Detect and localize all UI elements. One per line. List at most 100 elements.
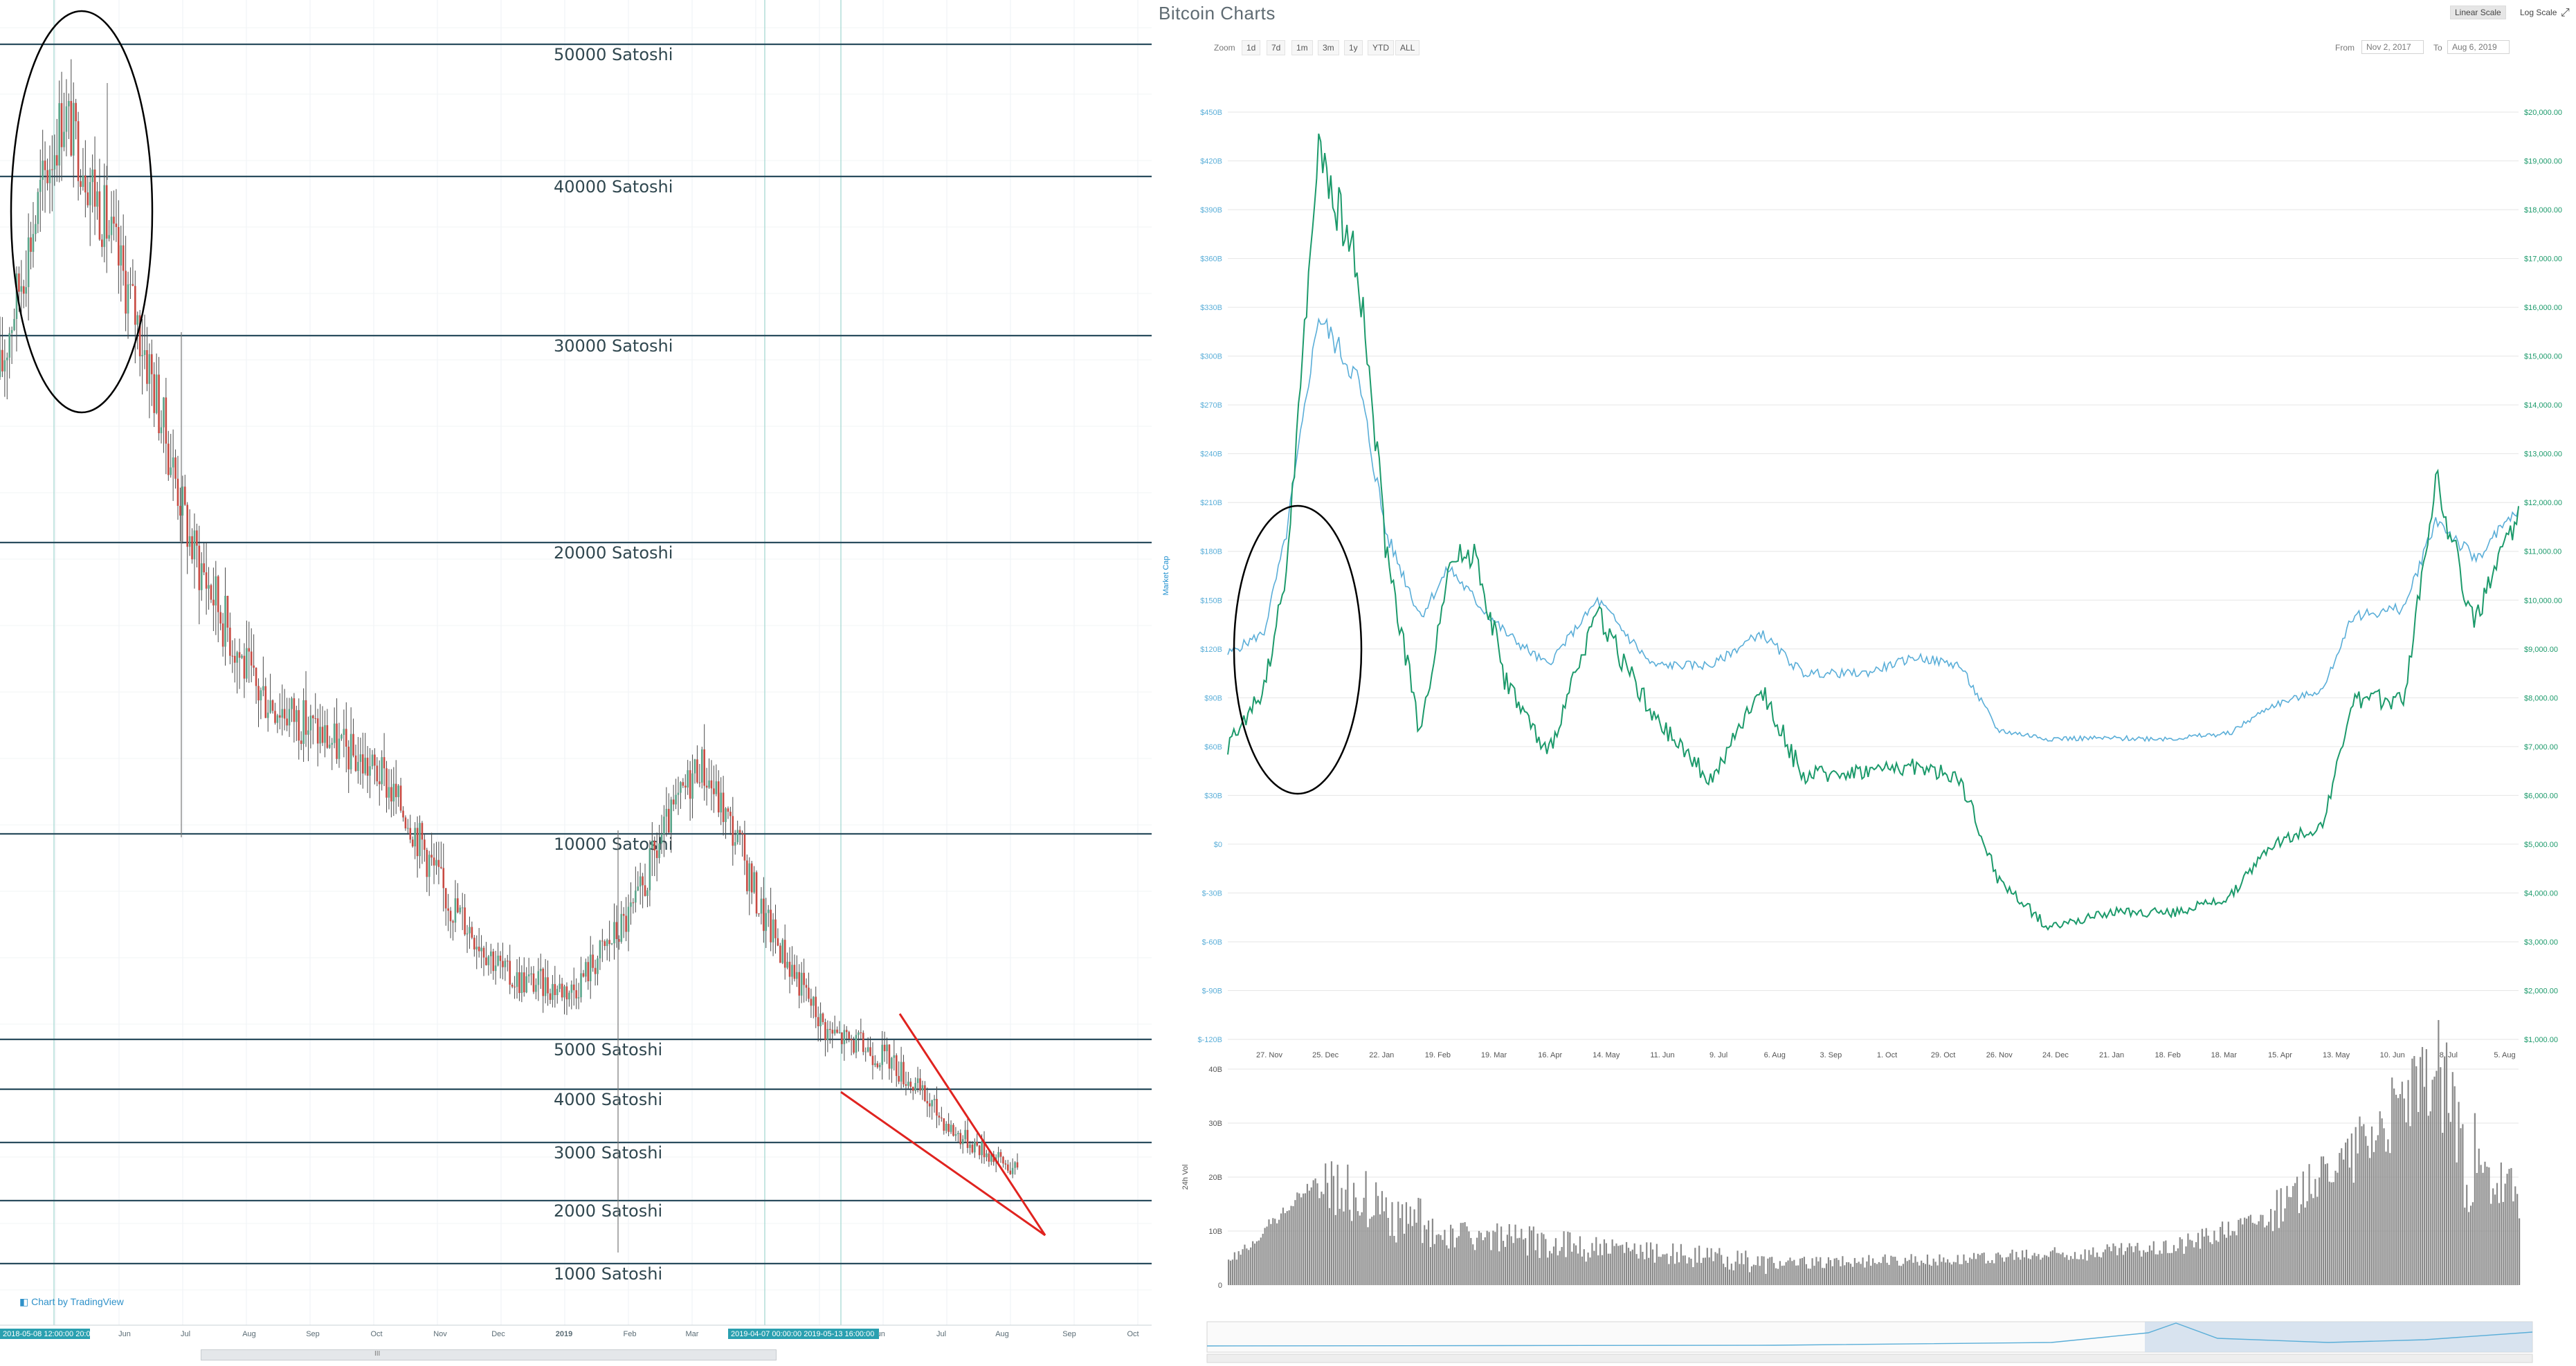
volume-bar: [2343, 1159, 2345, 1285]
tradingview-credit[interactable]: ◧ Chart by TradingView: [19, 1296, 124, 1308]
volume-bar: [1523, 1239, 1525, 1285]
volume-bar: [2395, 1095, 2397, 1285]
x-tick-label: 19. Feb: [1425, 1051, 1451, 1059]
candle-body: [286, 718, 288, 726]
volume-bar: [1466, 1226, 1468, 1285]
expand-icon[interactable]: ⤢: [2561, 7, 2570, 19]
volume-bar: [2341, 1148, 2343, 1285]
candle-body: [203, 563, 205, 573]
candle-body: [703, 749, 705, 786]
candle-body: [518, 972, 520, 994]
candle-body: [143, 349, 146, 355]
volume-bar: [1660, 1257, 1662, 1285]
volume-bar: [2056, 1253, 2058, 1285]
volume-bar: [2405, 1122, 2407, 1285]
volume-bar: [1975, 1259, 1977, 1285]
candle-body: [931, 1100, 933, 1107]
candle-body: [841, 1032, 843, 1044]
zoom-ytd[interactable]: YTD: [1368, 40, 1394, 55]
volume-bar: [1747, 1257, 1749, 1285]
volume-bar: [1266, 1226, 1268, 1285]
volume-bar: [1638, 1258, 1640, 1285]
candle-body: [687, 769, 689, 788]
volume-bar: [1708, 1257, 1710, 1285]
volume-bar: [1506, 1235, 1508, 1285]
candle-body: [447, 908, 449, 911]
volume-bar: [1930, 1266, 1932, 1285]
candle-body: [976, 1142, 979, 1146]
volume-bar: [1286, 1211, 1288, 1285]
satoshi-chart[interactable]: 50000 Satoshi 40000 Satoshi 30000 Satoshi 2…: [0, 0, 1152, 1366]
candle-body: [101, 239, 103, 247]
volume-bar: [1500, 1226, 1503, 1285]
volume-bar: [1375, 1182, 1377, 1285]
candle-body: [630, 902, 632, 907]
time-scrollbar[interactable]: III: [201, 1349, 777, 1360]
candle-body: [378, 781, 381, 785]
coinmarketcap-panel: Bitcoin Charts Linear Scale Log Scale ⤢ …: [1152, 0, 2576, 1366]
candle-body: [952, 1124, 954, 1136]
candle-body: [110, 217, 113, 235]
candle-body: [248, 648, 251, 652]
volume-bar: [2244, 1217, 2246, 1285]
candle-body: [165, 397, 167, 444]
zoom-all[interactable]: ALL: [1395, 40, 1420, 55]
volume-bar: [1934, 1262, 1936, 1285]
candle-body: [238, 652, 241, 658]
volume-bar: [1233, 1252, 1235, 1285]
candle-body: [18, 273, 20, 292]
volume-bar: [2167, 1253, 2169, 1285]
left-axis-tick: $-30B: [1202, 889, 1222, 898]
volume-bar: [2104, 1249, 2106, 1285]
candle-body: [188, 536, 191, 547]
candle-body: [257, 686, 260, 701]
volume-bar: [1923, 1263, 1925, 1285]
zoom-1m[interactable]: 1m: [1291, 40, 1313, 55]
candle-body: [990, 1154, 992, 1162]
candle-body: [599, 940, 601, 958]
bitcoin-price-chart[interactable]: $450B $20,000.00 $420B $19,000.00 $390B $18,0…: [1152, 0, 2576, 1366]
candle-body: [523, 972, 525, 993]
volume-bar: [1253, 1244, 1256, 1285]
left-axis-tick: $30B: [1204, 792, 1222, 800]
zoom-1y[interactable]: 1y: [1344, 40, 1363, 55]
from-date-input[interactable]: Nov 2, 2017: [2361, 40, 2424, 54]
volume-bar: [1842, 1256, 1844, 1285]
linear-scale-button[interactable]: Linear Scale: [2450, 6, 2506, 19]
volume-bar: [1902, 1264, 1905, 1285]
candle-body: [260, 690, 262, 701]
volume-bar: [1969, 1257, 1971, 1285]
navigator-selection: [2145, 1322, 2532, 1352]
volume-bar: [1833, 1258, 1835, 1285]
volume-bar: [1726, 1256, 1729, 1285]
volume-bar: [2377, 1135, 2379, 1285]
x-tick-label: Oct: [1127, 1330, 1139, 1338]
volume-bar: [1248, 1250, 1250, 1285]
right-axis-tick: $3,000.00: [2524, 938, 2558, 947]
zoom-7d[interactable]: 7d: [1267, 40, 1286, 55]
volume-bar: [2114, 1246, 2116, 1285]
volume-bar: [2042, 1257, 2044, 1285]
candle-body: [37, 192, 39, 224]
candle-body: [961, 1139, 964, 1145]
volume-bar: [2460, 1128, 2462, 1285]
candle-body: [539, 968, 542, 972]
left-axis-tick: $90B: [1204, 694, 1222, 702]
volume-bar: [1387, 1217, 1389, 1285]
volume-bar: [2060, 1254, 2062, 1285]
volume-bar: [1666, 1253, 1668, 1285]
volume-bar: [2458, 1102, 2460, 1285]
volume-bar: [2278, 1228, 2280, 1285]
right-axis-tick: $7,000.00: [2524, 743, 2558, 752]
zoom-3m[interactable]: 3m: [1318, 40, 1339, 55]
volume-bar: [2447, 1113, 2450, 1285]
scroll-grip[interactable]: III: [374, 1350, 381, 1358]
log-scale-button[interactable]: Log Scale: [2515, 6, 2562, 19]
volume-bar: [1886, 1262, 1888, 1285]
zoom-1d[interactable]: 1d: [1242, 40, 1261, 55]
to-date-input[interactable]: Aug 6, 2019: [2447, 40, 2510, 54]
volume-bar: [2399, 1094, 2402, 1285]
volume-bar: [1777, 1268, 1779, 1285]
volume-bar: [1518, 1237, 1521, 1285]
candle-body: [791, 965, 793, 977]
